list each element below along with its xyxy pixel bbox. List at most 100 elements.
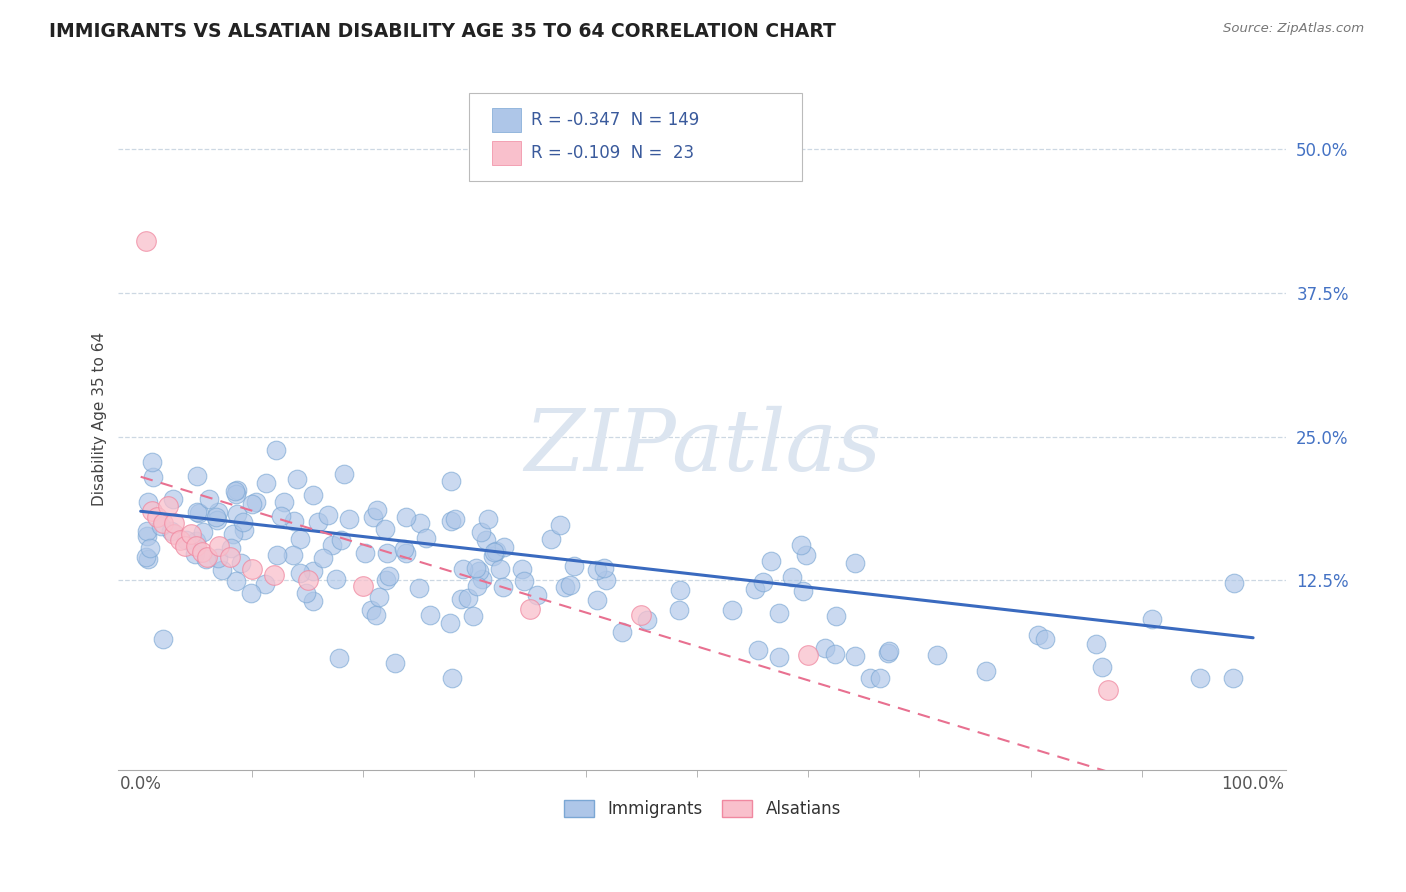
Point xyxy=(295,586,318,600)
Point xyxy=(321,538,343,552)
Point xyxy=(283,548,305,562)
Point xyxy=(240,562,263,576)
Point xyxy=(482,545,505,559)
Point xyxy=(141,504,163,518)
Point xyxy=(288,566,311,581)
Point xyxy=(668,603,690,617)
Point xyxy=(1097,682,1119,697)
Point xyxy=(844,648,866,663)
Text: Source: ZipAtlas.com: Source: ZipAtlas.com xyxy=(1223,22,1364,36)
Point xyxy=(231,556,253,570)
Point xyxy=(207,551,229,566)
Point xyxy=(744,582,766,596)
Point xyxy=(444,512,467,526)
Point xyxy=(360,603,382,617)
Point xyxy=(162,491,184,506)
Point xyxy=(352,579,374,593)
Point xyxy=(513,574,536,588)
Point xyxy=(877,644,900,658)
Point xyxy=(191,544,214,558)
Point xyxy=(489,562,512,576)
Point xyxy=(184,533,207,548)
Point xyxy=(364,607,387,622)
Point xyxy=(152,632,174,646)
Point xyxy=(440,514,463,528)
Point xyxy=(610,624,633,639)
Point xyxy=(169,533,191,547)
Point xyxy=(465,579,488,593)
Point xyxy=(813,640,835,655)
Point xyxy=(485,543,508,558)
Point xyxy=(329,533,352,547)
Point xyxy=(136,524,159,538)
Point xyxy=(146,510,169,524)
Point xyxy=(191,525,214,540)
Point xyxy=(492,580,515,594)
Point xyxy=(475,533,498,548)
Point xyxy=(482,549,505,564)
Point xyxy=(224,483,246,498)
Point xyxy=(187,506,209,520)
Point xyxy=(311,550,333,565)
Point xyxy=(562,558,585,573)
Point xyxy=(1026,628,1049,642)
Point xyxy=(550,517,572,532)
Point xyxy=(135,549,157,564)
Point xyxy=(184,547,207,561)
Point xyxy=(519,602,541,616)
Text: ZIPatlas: ZIPatlas xyxy=(524,406,882,489)
Point xyxy=(325,572,347,586)
Point xyxy=(186,505,208,519)
Point xyxy=(301,488,323,502)
Point xyxy=(636,613,658,627)
Point xyxy=(395,509,418,524)
Point xyxy=(450,591,472,606)
Point xyxy=(419,607,441,622)
Point xyxy=(218,550,240,565)
Point xyxy=(859,671,882,685)
Point xyxy=(197,550,219,565)
Point xyxy=(451,561,474,575)
Point xyxy=(526,588,548,602)
Point xyxy=(174,539,197,553)
Point xyxy=(266,549,288,563)
Point xyxy=(337,512,360,526)
Point xyxy=(283,514,305,528)
Point xyxy=(157,499,180,513)
Point xyxy=(361,510,384,524)
Point xyxy=(630,607,652,622)
FancyBboxPatch shape xyxy=(492,108,522,132)
Point xyxy=(302,564,325,578)
Point xyxy=(1222,575,1244,590)
Point xyxy=(1188,671,1211,685)
Point xyxy=(1091,659,1114,673)
Point xyxy=(285,472,308,486)
Point xyxy=(592,560,614,574)
Point xyxy=(222,527,245,541)
Point xyxy=(225,486,247,500)
Point xyxy=(136,495,159,509)
Point xyxy=(494,540,516,554)
Point xyxy=(384,656,406,670)
Point xyxy=(974,664,997,678)
Point xyxy=(353,545,375,559)
Point xyxy=(150,518,173,533)
Point xyxy=(232,515,254,529)
Text: IMMIGRANTS VS ALSATIAN DISABILITY AGE 35 TO 64 CORRELATION CHART: IMMIGRANTS VS ALSATIAN DISABILITY AGE 35… xyxy=(49,22,837,41)
Point xyxy=(245,494,267,508)
Point xyxy=(554,580,576,594)
Point xyxy=(288,533,311,547)
Point xyxy=(1033,632,1056,646)
Point xyxy=(373,522,395,536)
Point xyxy=(792,584,814,599)
Point xyxy=(273,495,295,509)
Point xyxy=(1085,637,1108,651)
Point xyxy=(163,516,186,530)
Point xyxy=(844,556,866,570)
Point xyxy=(270,508,292,523)
Point xyxy=(457,591,479,605)
Point xyxy=(186,469,208,483)
Point xyxy=(408,516,430,530)
Point xyxy=(367,591,389,605)
Point xyxy=(477,512,499,526)
